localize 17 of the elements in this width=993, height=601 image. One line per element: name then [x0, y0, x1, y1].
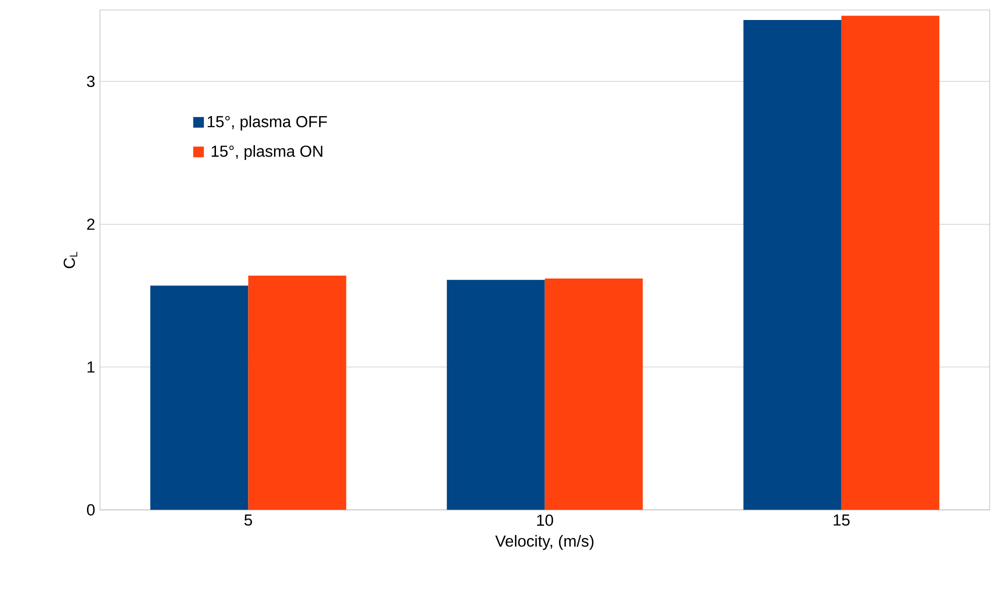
bar [743, 20, 842, 510]
y-axis-title: C$_{L}$ [64, 252, 78, 268]
y-tick-label: 3 [86, 76, 95, 87]
y-tick-label: 1 [88, 361, 94, 372]
y-tick-label: 0 [86, 504, 95, 516]
x-tick-label: 15 [834, 514, 850, 526]
legend-label: 15°, plasma OFF [208, 116, 327, 130]
bar [248, 276, 346, 510]
y-tick-label: 2 [87, 218, 94, 230]
x-axis-title: Velocity, (m/s) [495, 534, 594, 550]
legend-label: 15°, plasma ON [212, 145, 322, 160]
bar [150, 286, 248, 510]
bar [544, 278, 643, 510]
x-tick-label: 10 [537, 514, 554, 526]
bar [446, 280, 545, 510]
bar [841, 16, 940, 510]
x-tick-label: 5 [244, 514, 252, 526]
